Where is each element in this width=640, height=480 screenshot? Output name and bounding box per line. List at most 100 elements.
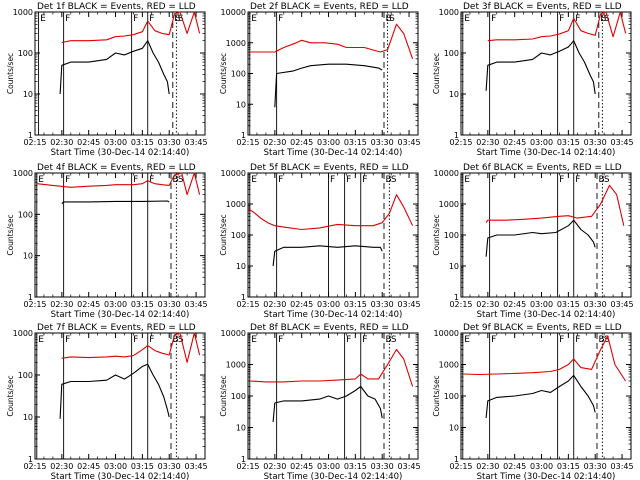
plot-frame (34, 332, 206, 460)
x-tick-label: 02:15 (23, 462, 46, 471)
x-tick-label: 03:00 (530, 300, 553, 309)
y-tick-label: 1000 (13, 8, 33, 17)
plot-frame (247, 332, 419, 460)
series-line-lld (61, 11, 201, 44)
y-tick-label: 1000 (226, 361, 246, 370)
y-axis-label: Counts/sec (6, 375, 15, 416)
marker-label: F (133, 14, 138, 24)
marker-label: F (559, 335, 564, 345)
marker-label: S (178, 14, 184, 24)
x-tick-label: 02:15 (236, 300, 259, 309)
x-tick-label: 03:15 (344, 138, 367, 147)
marker-label: E (464, 14, 470, 24)
marker-label: F (491, 335, 496, 345)
marker-label: F (362, 335, 367, 345)
marker-label: E (40, 14, 46, 24)
x-tick-label: 03:30 (584, 300, 607, 309)
y-tick-label: 10000 (434, 169, 459, 178)
y-tick-label: 10 (23, 413, 33, 422)
y-tick-label: 1 (28, 293, 33, 302)
chart-title: Det 7f BLACK = Events, RED = LLD (37, 323, 196, 333)
y-tick-label: 1 (241, 293, 246, 302)
marker-label: B (599, 335, 605, 345)
marker-label: F (346, 335, 351, 345)
series-line-lld (462, 335, 627, 382)
marker-label: F (278, 14, 283, 24)
marker-label: B (599, 175, 605, 185)
marker-label: F (133, 175, 138, 185)
x-tick-label: 02:30 (476, 300, 499, 309)
y-axis-label: Counts/sec (432, 53, 441, 94)
series-line-lld (487, 11, 627, 42)
x-tick-label: 02:30 (50, 300, 73, 309)
y-tick-label: 1000 (226, 39, 246, 48)
y-axis-label: Counts/sec (219, 214, 228, 255)
marker-label: F (65, 14, 70, 24)
marker-label: S (604, 175, 610, 185)
series-line-events (59, 363, 170, 419)
chart-title: Det 1f BLACK = Events, RED = LLD (37, 2, 196, 12)
x-tick-label: 03:30 (584, 138, 607, 147)
marker-label: F (491, 175, 496, 185)
marker-label: E (464, 335, 470, 345)
x-tick-label: 02:45 (77, 138, 100, 147)
chart-title: Det 6f BLACK = Events, RED = LLD (463, 163, 622, 173)
x-tick-label: 03:45 (185, 138, 208, 147)
marker-label: E (464, 175, 470, 185)
marker-label: F (149, 175, 154, 185)
x-tick-label: 02:15 (449, 462, 472, 471)
y-tick-label: 100 (444, 392, 459, 401)
plot-frame (34, 11, 206, 136)
marker-label: S (178, 175, 184, 185)
x-tick-label: 03:00 (530, 138, 553, 147)
chart-title: Det 3f BLACK = Events, RED = LLD (463, 2, 622, 12)
marker-label: F (575, 335, 580, 345)
x-tick-label: 02:15 (236, 462, 259, 471)
x-tick-label: 03:15 (344, 300, 367, 309)
x-tick-label: 02:15 (449, 300, 472, 309)
marker-label: E (251, 175, 257, 185)
chart-title: Det 8f BLACK = Events, RED = LLD (250, 323, 409, 333)
series-line-events (485, 219, 596, 257)
plot-frame (247, 11, 419, 136)
plot-frame (34, 172, 206, 298)
marker-label: F (330, 175, 335, 185)
y-tick-label: 10 (23, 252, 33, 261)
plot-frame (247, 172, 419, 298)
y-tick-label: 1000 (439, 8, 459, 17)
y-axis-label: Counts/sec (219, 53, 228, 94)
x-tick-label: 02:45 (503, 462, 526, 471)
x-tick-label: 02:30 (263, 300, 286, 309)
y-tick-label: 1 (28, 455, 33, 464)
marker-label: E (251, 14, 257, 24)
marker-label: S (391, 335, 397, 345)
marker-label: S (604, 14, 610, 24)
x-tick-label: 03:30 (371, 300, 394, 309)
y-axis-label: Counts/sec (432, 375, 441, 416)
marker-label: B (386, 14, 392, 24)
y-tick-label: 10000 (221, 329, 246, 338)
x-axis-label: Start Time (30-Dec-14 02:14:40) (51, 472, 190, 480)
y-tick-label: 1 (241, 455, 246, 464)
y-tick-label: 1 (241, 131, 246, 140)
marker-label: F (559, 14, 564, 24)
y-tick-label: 1000 (13, 169, 33, 178)
chart-panel-5: Det 5f BLACK = Events, RED = LLD 1 10 100 10… (219, 163, 421, 320)
marker-label: F (362, 175, 367, 185)
x-tick-label: 03:15 (131, 138, 154, 147)
chart-panel-3: Det 3f BLACK = Events, RED = LLD 1 10 100 10… (432, 2, 634, 158)
y-tick-label: 10 (449, 262, 459, 271)
y-axis-label: Counts/sec (432, 214, 441, 255)
series-line-events (59, 40, 170, 95)
x-tick-label: 02:45 (503, 138, 526, 147)
y-tick-label: 10 (236, 424, 246, 433)
y-axis-label: Counts/sec (6, 53, 15, 94)
x-tick-label: 02:30 (50, 138, 73, 147)
marker-label: B (386, 335, 392, 345)
x-tick-label: 03:00 (530, 462, 553, 471)
x-tick-label: 03:00 (317, 138, 340, 147)
y-tick-label: 100 (18, 49, 33, 58)
y-tick-label: 10 (449, 90, 459, 99)
series-line-events (485, 40, 596, 95)
y-tick-label: 100 (444, 49, 459, 58)
